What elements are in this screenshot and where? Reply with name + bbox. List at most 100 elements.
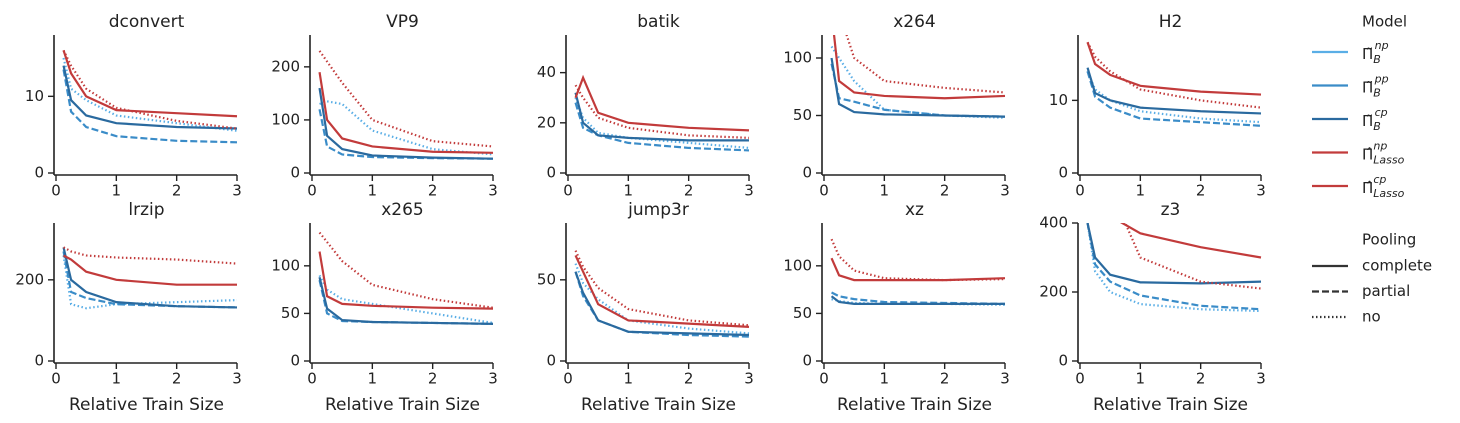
series-line bbox=[574, 271, 750, 338]
legend-symbol: Π̃ bbox=[1362, 78, 1373, 96]
legend-symbol: Π̂ bbox=[1362, 145, 1373, 163]
x-axis-label: Relative Train Size bbox=[581, 395, 736, 415]
series-line bbox=[62, 255, 238, 310]
x-tick-label: 3 bbox=[1000, 182, 1010, 200]
x-tick-label: 2 bbox=[684, 370, 694, 388]
series-line bbox=[1086, 70, 1262, 124]
y-tick-label: 0 bbox=[546, 352, 556, 370]
x-tick-label: 3 bbox=[1256, 182, 1266, 200]
y-tick-label: 10 bbox=[25, 87, 44, 105]
series-line bbox=[1086, 67, 1262, 115]
series-line bbox=[1086, 223, 1262, 311]
subplot-title: z3 bbox=[1161, 200, 1181, 220]
subplot: x265 0 50 100 0 1 2 3 Relative Train Size bbox=[271, 200, 497, 415]
x-tick-label: 3 bbox=[232, 182, 242, 200]
subplot-title: dconvert bbox=[109, 12, 185, 32]
legend-sup: np bbox=[1375, 39, 1389, 52]
series-line bbox=[1086, 41, 1262, 96]
series-line bbox=[62, 247, 238, 309]
y-tick-label: 100 bbox=[783, 49, 812, 67]
legend-symbol: Π̃ bbox=[1362, 112, 1373, 130]
series-line bbox=[318, 251, 494, 310]
legend-sub: B bbox=[1373, 120, 1381, 133]
series-line bbox=[62, 49, 238, 130]
x-tick-label: 0 bbox=[307, 370, 317, 388]
series-line bbox=[832, 35, 1006, 100]
subplot: VP9 0 100 200 0 1 2 3 bbox=[271, 12, 497, 200]
x-tick-label: 3 bbox=[232, 370, 242, 388]
y-tick-label: 200 bbox=[15, 270, 44, 288]
series-line bbox=[830, 45, 1006, 119]
legend-label: Π̃Bcp bbox=[1362, 106, 1388, 133]
x-tick-label: 2 bbox=[428, 182, 438, 200]
x-tick-label: 0 bbox=[1075, 370, 1085, 388]
x-tick-label: 1 bbox=[624, 182, 634, 200]
subplot-title: x265 bbox=[381, 200, 424, 220]
x-tick-label: 0 bbox=[563, 182, 573, 200]
y-tick-label: 50 bbox=[537, 270, 556, 288]
x-tick-label: 0 bbox=[1075, 182, 1085, 200]
x-tick-label: 0 bbox=[51, 370, 61, 388]
y-tick-label: 100 bbox=[271, 256, 300, 274]
x-tick-label: 2 bbox=[1196, 182, 1206, 200]
x-axis-label: Relative Train Size bbox=[325, 395, 480, 415]
y-tick-label: 0 bbox=[34, 164, 44, 182]
x-tick-label: 3 bbox=[744, 370, 754, 388]
y-tick-label: 50 bbox=[793, 304, 812, 322]
y-tick-label: 100 bbox=[271, 110, 300, 128]
y-tick-label: 50 bbox=[793, 106, 812, 124]
legend-sup: pp bbox=[1374, 73, 1389, 86]
x-tick-label: 1 bbox=[880, 370, 890, 388]
y-tick-label: 40 bbox=[537, 63, 556, 81]
x-tick-label: 3 bbox=[488, 370, 498, 388]
x-tick-label: 1 bbox=[880, 182, 890, 200]
x-tick-label: 1 bbox=[1136, 370, 1146, 388]
legend-sub: B bbox=[1373, 53, 1381, 66]
x-tick-label: 3 bbox=[1000, 370, 1010, 388]
series-line bbox=[318, 71, 494, 154]
legend-symbol: Π̃ bbox=[1362, 45, 1373, 63]
x-tick-label: 2 bbox=[940, 182, 950, 200]
y-tick-label: 100 bbox=[783, 256, 812, 274]
x-tick-label: 3 bbox=[488, 182, 498, 200]
x-axis-label: Relative Train Size bbox=[1093, 395, 1248, 415]
series-line bbox=[1086, 223, 1262, 313]
x-axis-label: Relative Train Size bbox=[69, 395, 224, 415]
series-line bbox=[318, 87, 494, 160]
series-line bbox=[62, 65, 238, 130]
x-tick-label: 2 bbox=[172, 370, 182, 388]
x-tick-label: 1 bbox=[112, 370, 122, 388]
series-line bbox=[845, 35, 1006, 94]
y-tick-label: 0 bbox=[34, 352, 44, 370]
series-line bbox=[1086, 223, 1262, 285]
y-tick-label: 0 bbox=[802, 164, 812, 182]
series-line bbox=[830, 295, 1005, 305]
subplot-title: xz bbox=[905, 200, 924, 220]
series-line bbox=[318, 50, 494, 148]
y-tick-label: 0 bbox=[1058, 164, 1068, 182]
subplot: z3 0 200 400 0 1 2 3 Relative Train Size bbox=[1039, 200, 1265, 415]
x-tick-label: 0 bbox=[563, 370, 573, 388]
series-line bbox=[62, 49, 238, 118]
legend-sup: np bbox=[1373, 140, 1387, 153]
legend-sub: B bbox=[1373, 87, 1381, 100]
series-line bbox=[62, 251, 238, 309]
series-line bbox=[574, 271, 750, 337]
legend-label: Π̂Lassocp bbox=[1362, 173, 1405, 200]
series-line bbox=[830, 257, 1006, 282]
x-tick-label: 1 bbox=[112, 182, 122, 200]
x-tick-label: 0 bbox=[819, 370, 829, 388]
legend-label: Π̃Bpp bbox=[1362, 73, 1389, 100]
legend-sub: Lasso bbox=[1373, 187, 1404, 200]
x-tick-label: 1 bbox=[368, 182, 378, 200]
legend-title: Model bbox=[1362, 13, 1407, 31]
subplot: lrzip 0 200 0 1 2 3 Relative Train Size bbox=[15, 200, 241, 415]
series-line bbox=[62, 57, 238, 132]
subplot: xz 0 50 100 0 1 2 3 Relative Train Size bbox=[783, 200, 1009, 415]
legend: ModelΠ̃BnpΠ̃BppΠ̃BcpΠ̂LassonpΠ̂LassocpPo… bbox=[1312, 13, 1432, 326]
legend-label: partial bbox=[1362, 282, 1410, 300]
x-tick-label: 2 bbox=[1196, 370, 1206, 388]
x-tick-label: 0 bbox=[819, 182, 829, 200]
x-tick-label: 1 bbox=[368, 370, 378, 388]
